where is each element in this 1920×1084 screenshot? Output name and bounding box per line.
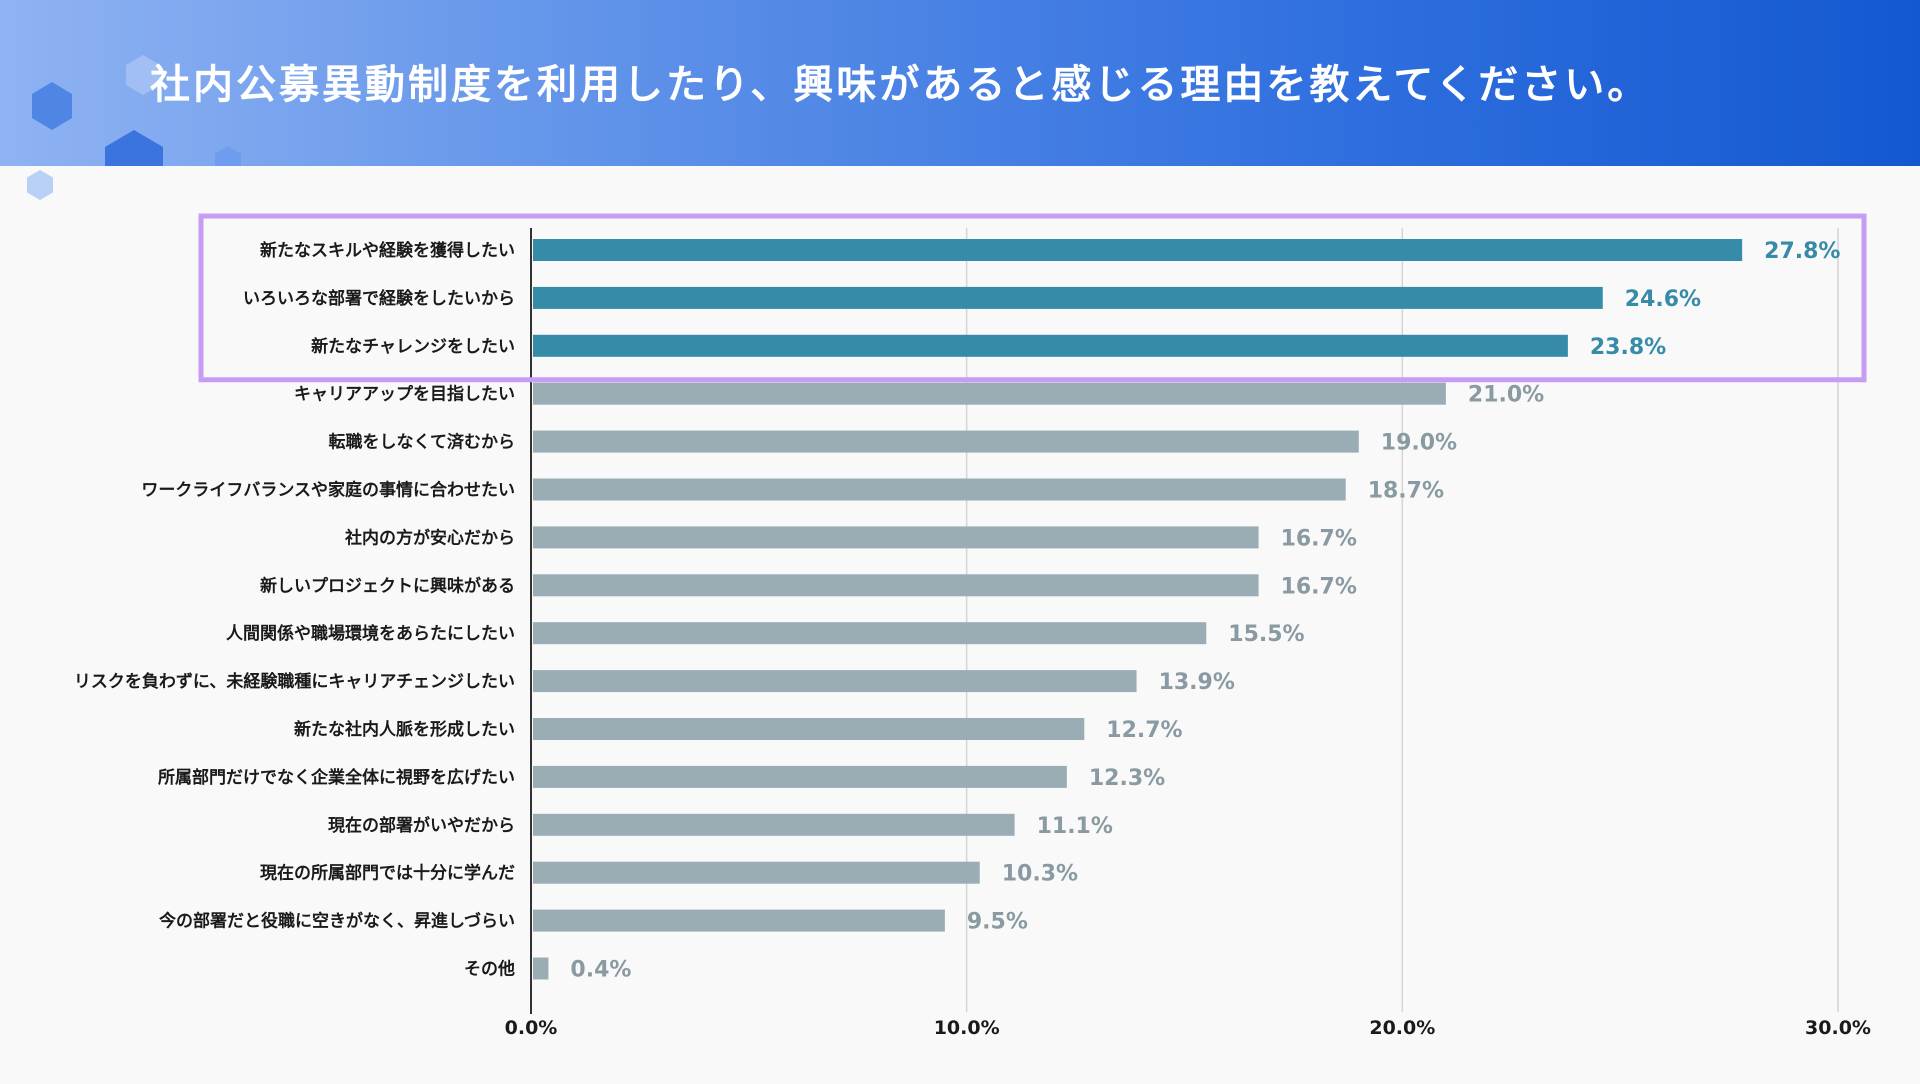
- x-tick-label: 20.0%: [1369, 1017, 1435, 1039]
- category-label: 今の部署だと役職に空きがなく、昇進しづらい: [159, 911, 515, 932]
- bar-16: [533, 957, 549, 980]
- data-label: 10.3%: [1002, 862, 1078, 887]
- bar-15: [533, 909, 945, 932]
- page-title: 社内公募異動制度を利用したり、興味があると感じる理由を教えてください。: [150, 62, 1651, 108]
- category-label: 新たな社内人脈を形成したい: [294, 719, 515, 740]
- category-label: その他: [464, 959, 515, 980]
- category-label: 所属部門だけでなく企業全体に視野を広げたい: [158, 767, 515, 788]
- header-banner: 社内公募異動制度を利用したり、興味があると感じる理由を教えてください。: [0, 0, 1920, 166]
- data-label: 24.6%: [1625, 287, 1701, 312]
- x-tick-label: 0.0%: [505, 1017, 558, 1039]
- hexagon-decoration-icon: [27, 170, 53, 200]
- category-label: 現在の所属部門では十分に学んだ: [260, 863, 515, 884]
- bar-7: [533, 526, 1259, 549]
- data-label: 12.7%: [1106, 718, 1182, 743]
- bar-5: [533, 430, 1359, 453]
- data-label: 27.8%: [1764, 239, 1840, 264]
- category-label: ワークライフバランスや家庭の事情に合わせたい: [141, 480, 515, 501]
- bar-4: [533, 382, 1446, 405]
- bar-11: [533, 718, 1085, 740]
- bar-1: [533, 239, 1743, 261]
- category-label: 新しいプロジェクトに興味がある: [260, 575, 515, 596]
- data-label: 16.7%: [1281, 526, 1357, 551]
- data-label: 19.0%: [1381, 431, 1457, 456]
- category-label: 人間関係や職場環境をあらたにしたい: [226, 623, 515, 644]
- category-label: リスクを負わずに、未経験職種にキャリアチェンジしたい: [74, 671, 515, 692]
- category-label: キャリアアップを目指したい: [294, 384, 515, 405]
- category-label: 新たなチャレンジをしたい: [311, 336, 515, 357]
- x-tick-label: 30.0%: [1805, 1017, 1871, 1039]
- data-label: 18.7%: [1368, 479, 1444, 504]
- data-label: 0.4%: [570, 958, 631, 983]
- category-label: 転職をしなくて済むから: [329, 432, 516, 453]
- hexagon-decoration-icon: [32, 55, 241, 166]
- category-label: 社内の方が安心だから: [344, 527, 515, 548]
- data-label: 12.3%: [1089, 766, 1165, 791]
- bar-3: [533, 334, 1568, 357]
- bar-14: [533, 861, 980, 884]
- x-tick-label: 10.0%: [934, 1017, 1000, 1039]
- data-label: 9.5%: [967, 910, 1028, 935]
- highlight-frame: [198, 213, 1867, 383]
- category-label: いろいろな部署で経験をしたいから: [243, 288, 515, 309]
- bar-13: [533, 813, 1015, 836]
- bar-9: [533, 622, 1207, 645]
- data-label: 16.7%: [1281, 574, 1357, 599]
- category-label: 現在の部署がいやだから: [328, 815, 515, 836]
- data-label: 11.1%: [1037, 814, 1113, 839]
- bar-12: [533, 765, 1067, 788]
- bar-2: [533, 286, 1603, 309]
- bar-8: [533, 574, 1259, 597]
- data-label: 15.5%: [1228, 622, 1304, 647]
- data-label: 23.8%: [1590, 335, 1666, 360]
- bar-10: [533, 670, 1137, 693]
- bar-6: [533, 478, 1346, 501]
- data-label: 21.0%: [1468, 383, 1544, 408]
- data-label: 13.9%: [1159, 670, 1235, 695]
- category-label: 新たなスキルや経験を獲得したい: [260, 240, 515, 261]
